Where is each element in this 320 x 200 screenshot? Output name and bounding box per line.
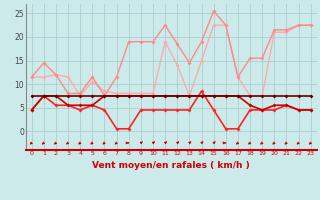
X-axis label: Vent moyen/en rafales ( km/h ): Vent moyen/en rafales ( km/h ) [92,161,250,170]
